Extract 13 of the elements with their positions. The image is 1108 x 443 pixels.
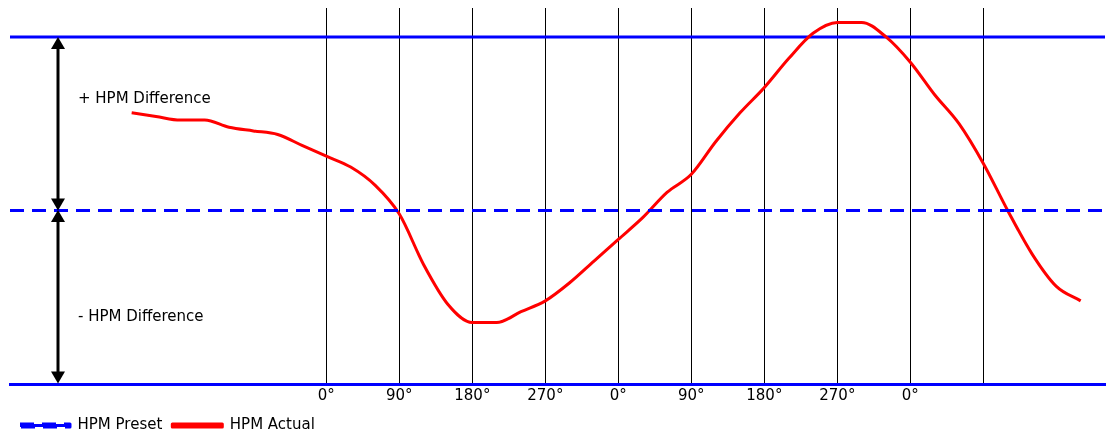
x-tick-label: 90° <box>386 385 413 404</box>
annotation: + HPM Difference <box>78 88 211 107</box>
x-tick-label: 90° <box>678 385 705 404</box>
x-tick-label: 0° <box>609 385 627 404</box>
x-tick-label: 0° <box>317 385 335 404</box>
legend-label: HPM Actual <box>229 415 315 434</box>
x-tick-label: 270° <box>819 385 856 404</box>
x-tick-label: 180° <box>454 385 491 404</box>
annotation: - HPM Difference <box>78 307 204 326</box>
x-tick-label: 180° <box>746 385 783 404</box>
x-tick-label: 0° <box>901 385 919 404</box>
legend-label: HPM Preset <box>77 415 163 434</box>
x-tick-label: 270° <box>527 385 564 404</box>
